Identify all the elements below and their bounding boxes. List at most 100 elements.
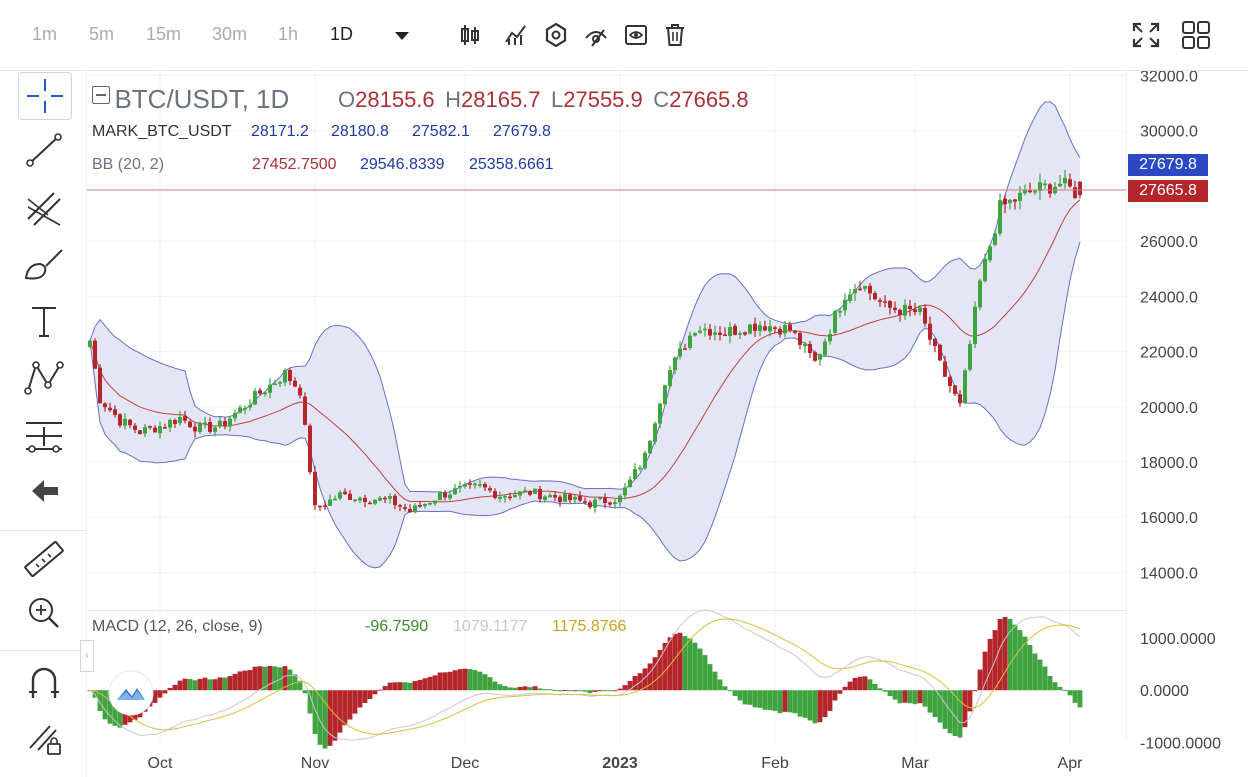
candle-body [533, 488, 537, 494]
candle-body [903, 304, 907, 316]
collapse-legend-icon[interactable] [92, 86, 110, 104]
candle-body [343, 491, 347, 495]
candle-body [243, 408, 247, 410]
ruler-icon[interactable] [18, 536, 70, 582]
price-tick-label: 16000.0 [1140, 510, 1198, 527]
macd-histogram-bar [522, 686, 528, 691]
eye-icon[interactable] [622, 20, 650, 50]
timeframe-5m[interactable]: 5m [89, 24, 115, 44]
macd-histogram-bar [762, 690, 768, 710]
candle-body [873, 293, 877, 300]
candle-body [918, 307, 922, 312]
macd-histogram-bar [417, 679, 423, 691]
macd-histogram-bar [242, 670, 248, 691]
candle-body [158, 426, 162, 434]
macd-histogram-bar [772, 690, 778, 711]
macd-histogram-bar [872, 683, 878, 691]
candlestick-icon[interactable] [456, 20, 484, 50]
lock-draw-icon[interactable] [18, 714, 70, 760]
timeframe-15m[interactable]: 15m [146, 24, 182, 44]
macd-histogram-bar [952, 690, 958, 736]
candle-body [248, 405, 252, 408]
candle-body [383, 497, 387, 500]
candle-body [913, 309, 917, 313]
fullscreen-icon[interactable] [1130, 20, 1162, 50]
back-arrow-icon[interactable] [18, 468, 70, 514]
candle-body [483, 484, 487, 488]
timeframe-1h[interactable]: 1h [278, 24, 299, 44]
macd-histogram-bar [482, 674, 488, 691]
fib-tool-icon[interactable] [18, 185, 70, 231]
candle-body [1003, 198, 1007, 205]
candle-body [273, 383, 277, 386]
indicators-icon[interactable] [502, 20, 530, 50]
macd-histogram-bar [177, 680, 183, 691]
dropdown-arrow-icon[interactable] [388, 20, 416, 50]
zoom-in-icon[interactable] [18, 590, 70, 636]
candle-body [983, 258, 987, 282]
trend-line-icon[interactable] [18, 127, 70, 173]
macd-tick-label: -1000.0000 [1140, 735, 1221, 752]
layout-grid-icon[interactable] [1180, 20, 1212, 50]
candle-body [318, 505, 322, 508]
macd-histogram-bar [842, 686, 848, 691]
candle-body [523, 490, 527, 492]
candle-body [828, 333, 832, 342]
macd-histogram-bar [287, 669, 293, 691]
macd-histogram-bar [682, 636, 688, 691]
candle-body [513, 494, 517, 498]
crosshair-icon[interactable] [18, 72, 72, 120]
candle-body [703, 328, 707, 331]
text-icon[interactable] [18, 298, 70, 344]
magnet-icon[interactable] [18, 660, 70, 706]
mark-value-2: 28180.8 [331, 123, 389, 140]
macd-histogram-bar [1027, 644, 1033, 691]
candle-body [578, 496, 582, 501]
price-tick-label: 14000.0 [1140, 565, 1198, 582]
candle-body [123, 418, 127, 426]
macd-histogram-bar [492, 681, 498, 691]
candle-body [548, 495, 552, 498]
candle-body [933, 338, 937, 347]
candle-body [1048, 184, 1052, 194]
macd-histogram-bar [987, 638, 993, 691]
candle-body [698, 330, 702, 333]
macd-histogram-bar [827, 690, 833, 711]
macd-histogram-bar [412, 680, 418, 691]
macd-histogram-bar [947, 690, 953, 734]
macd-histogram-bar [712, 671, 718, 691]
pattern-icon[interactable] [18, 355, 70, 401]
candle-body [293, 380, 297, 387]
macd-histogram-bar [732, 690, 738, 697]
candle-body [108, 407, 112, 411]
candle-body [848, 294, 852, 301]
trash-icon[interactable] [661, 20, 689, 50]
macd-histogram-bar [167, 687, 173, 691]
macd-histogram-bar [1072, 690, 1078, 703]
candle-body [388, 496, 392, 499]
macd-histogram-bar [662, 642, 668, 691]
drawing-visibility-icon[interactable] [582, 20, 610, 50]
macd-histogram-bar [317, 690, 323, 745]
mark-value-3: 27582.1 [412, 123, 470, 140]
macd-histogram-bar [477, 671, 483, 691]
timeframe-30m[interactable]: 30m [212, 24, 248, 44]
chart-grid [86, 70, 1126, 745]
settings-icon[interactable] [542, 20, 570, 50]
macd-histogram-bar [427, 676, 433, 691]
timeframe-1d[interactable]: 1D [330, 24, 354, 44]
pane-collapse-tab[interactable]: ‹ [80, 640, 94, 672]
timeframe-1m[interactable]: 1m [32, 24, 58, 44]
macd-histogram-bar [247, 670, 253, 691]
candle-body [923, 307, 927, 324]
candle-body [203, 422, 207, 425]
measure-position-icon[interactable] [18, 413, 70, 459]
candle-body [153, 427, 157, 433]
brush-icon[interactable] [18, 242, 70, 288]
macd-histogram-bar [1057, 687, 1063, 691]
candle-body [1033, 191, 1037, 193]
macd-histogram-bar [212, 679, 218, 691]
candle-body [1023, 189, 1027, 194]
macd-histogram-bar [1022, 636, 1028, 691]
